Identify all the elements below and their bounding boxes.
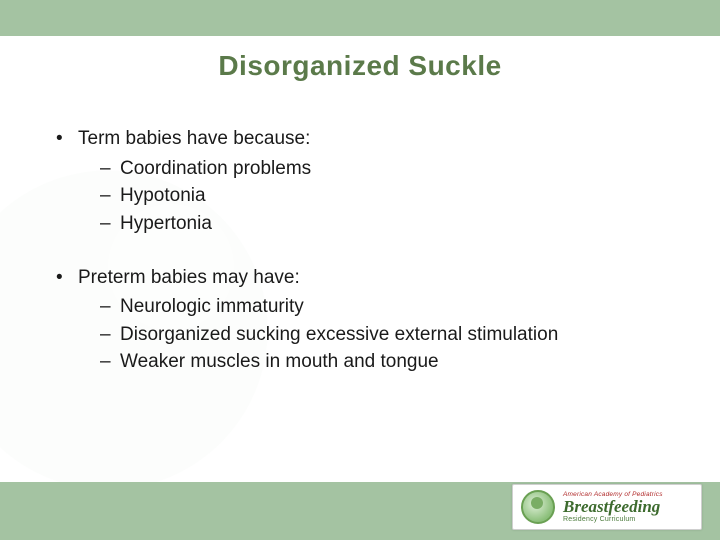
sub-item: Weaker muscles in mouth and tongue [120,351,439,372]
logo-line3: Residency Curriculum [563,516,663,523]
bullet-icon: • [56,265,78,291]
logo-icon [521,490,555,524]
sub-item: Neurologic immaturity [120,296,304,317]
slide-title: Disorganized Suckle [0,50,720,82]
dash-icon: – [100,294,120,320]
list-item: –Coordination problems [56,156,664,182]
footer-logo: American Academy of Pediatrics Breastfee… [512,484,702,530]
logo-line2: Breastfeeding [563,499,663,515]
bullet-icon: • [56,126,78,152]
sub-item: Hypertonia [120,213,212,234]
dash-icon: – [100,211,120,237]
list-item: –Hypotonia [56,183,664,209]
sub-item: Coordination problems [120,158,311,179]
slide-content: •Term babies have because: –Coordination… [0,82,720,375]
list-item: •Preterm babies may have: [56,265,664,291]
list-item: –Disorganized sucking excessive external… [56,322,664,348]
dash-icon: – [100,156,120,182]
sub-item: Hypotonia [120,185,206,206]
dash-icon: – [100,322,120,348]
list-item: –Hypertonia [56,211,664,237]
dash-icon: – [100,349,120,375]
sub-item: Disorganized sucking excessive external … [120,324,558,345]
list-item: –Neurologic immaturity [56,294,664,320]
list-item: •Term babies have because: [56,126,664,152]
logo-text: American Academy of Pediatrics Breastfee… [563,491,663,522]
top-band [0,0,720,36]
dash-icon: – [100,183,120,209]
section-lead: Term babies have because: [78,128,310,149]
section-lead: Preterm babies may have: [78,267,300,288]
list-item: –Weaker muscles in mouth and tongue [56,349,664,375]
